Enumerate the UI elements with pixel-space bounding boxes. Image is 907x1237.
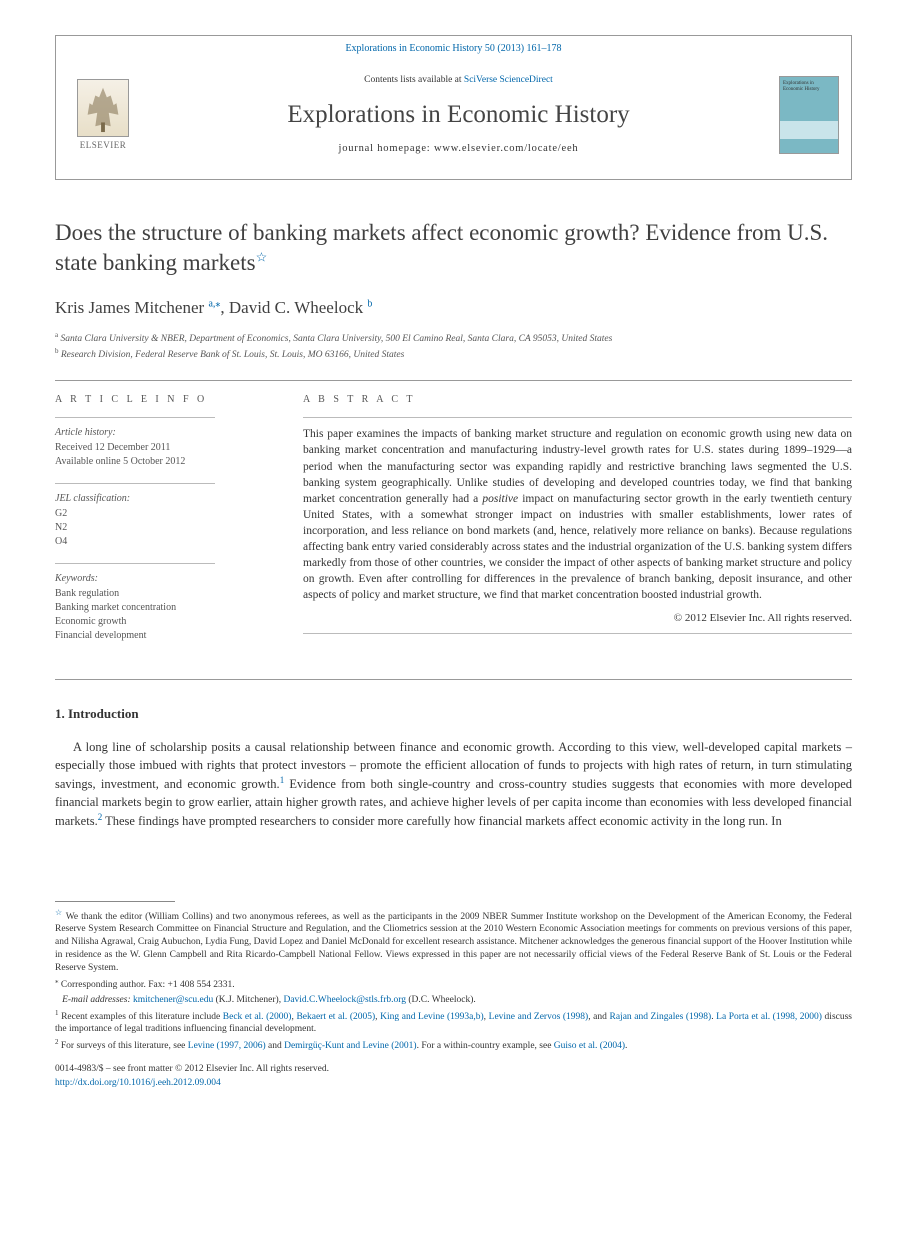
info-rule-2 <box>55 483 215 484</box>
affiliation-b: b Research Division, Federal Reserve Ban… <box>55 346 852 362</box>
affiliation-b-text: Research Division, Federal Reserve Bank … <box>61 350 404 360</box>
received-date: Received 12 December 2011 <box>55 441 275 455</box>
fn2-post: . <box>625 1041 627 1051</box>
footnote-corresponding: ⁎ Corresponding author. Fax: +1 408 554 … <box>55 977 852 992</box>
title-footnote-star[interactable]: ☆ <box>256 249 268 264</box>
footnote-1: 1 Recent examples of this literature inc… <box>55 1009 852 1037</box>
jel-label: JEL classification: <box>55 492 275 506</box>
footnote-star: ☆ We thank the editor (William Collins) … <box>55 908 852 975</box>
intro-text-3: These findings have prompted researchers… <box>102 814 782 828</box>
fn1-ref-2[interactable]: Bekaert et al. (2005) <box>296 1012 375 1022</box>
keywords-label: Keywords: <box>55 572 275 586</box>
fn1-ref-4[interactable]: Levine and Zervos (1998) <box>489 1012 589 1022</box>
contents-prefix: Contents lists available at <box>364 75 464 85</box>
star-marker: ☆ <box>55 908 63 917</box>
author-2-name[interactable]: David C. Wheelock <box>229 298 367 317</box>
fn2-ref-3[interactable]: Guiso et al. (2004) <box>554 1041 625 1051</box>
keyword-1: Bank regulation <box>55 587 275 601</box>
corr-text: Corresponding author. Fax: +1 408 554 23… <box>59 980 235 990</box>
fn1-sep-4: , and <box>588 1012 609 1022</box>
history-label: Article history: <box>55 426 275 440</box>
affiliation-a: a Santa Clara University & NBER, Departm… <box>55 330 852 346</box>
footnote-emails: E-mail addresses: kmitchener@scu.edu (K.… <box>55 994 852 1007</box>
footnote-2: 2 For surveys of this literature, see Le… <box>55 1038 852 1053</box>
elsevier-logo[interactable]: ELSEVIER <box>68 79 138 152</box>
fn2-sep-1: and <box>266 1041 284 1051</box>
elsevier-tree-icon <box>77 79 129 137</box>
journal-header-box: Explorations in Economic History 50 (201… <box>55 35 852 180</box>
abstract-copyright: © 2012 Elsevier Inc. All rights reserved… <box>303 611 852 626</box>
fn1-ref-1[interactable]: Beck et al. (2000) <box>223 1012 292 1022</box>
online-date: Available online 5 October 2012 <box>55 455 275 469</box>
info-abstract-row: A R T I C L E I N F O Article history: R… <box>55 393 852 657</box>
divider-rule <box>55 380 852 381</box>
divider-rule-2 <box>55 679 852 680</box>
article-info-column: A R T I C L E I N F O Article history: R… <box>55 393 275 657</box>
cover-title: Explorations in Economic History <box>783 81 835 92</box>
fn1-ref-6[interactable]: La Porta et al. (1998, 2000) <box>716 1012 822 1022</box>
email-2-name: (D.C. Wheelock). <box>406 995 476 1005</box>
sciencedirect-link[interactable]: SciVerse ScienceDirect <box>464 75 553 85</box>
author-1-name[interactable]: Kris James Mitchener <box>55 298 208 317</box>
header-inner: ELSEVIER Contents lists available at Sci… <box>56 60 851 170</box>
fn1-pre: Recent examples of this literature inclu… <box>59 1012 223 1022</box>
keyword-3: Economic growth <box>55 615 275 629</box>
front-matter-line: 0014-4983/$ – see front matter © 2012 El… <box>55 1063 852 1076</box>
citation-line: Explorations in Economic History 50 (201… <box>56 36 851 60</box>
keywords-block: Keywords: Bank regulation Banking market… <box>55 572 275 643</box>
keyword-2: Banking market concentration <box>55 601 275 615</box>
affiliation-a-text: Santa Clara University & NBER, Departmen… <box>60 334 612 344</box>
journal-name: Explorations in Economic History <box>148 97 769 132</box>
keyword-4: Financial development <box>55 629 275 643</box>
intro-paragraph: A long line of scholarship posits a caus… <box>55 738 852 831</box>
email-1-name: (K.J. Mitchener), <box>213 995 283 1005</box>
email-1-link[interactable]: kmitchener@scu.edu <box>133 995 213 1005</box>
homepage-prefix: journal homepage: <box>338 143 433 154</box>
elsevier-label: ELSEVIER <box>68 139 138 152</box>
abstract-part-2: impact on manufacturing sector growth in… <box>303 493 852 602</box>
info-rule-1 <box>55 417 215 418</box>
authors-line: Kris James Mitchener a,⁎, David C. Wheel… <box>55 296 852 320</box>
cover-band <box>780 121 838 139</box>
fn2-sep-2: . For a within-country example, see <box>417 1041 554 1051</box>
jel-code-1: G2 <box>55 507 275 521</box>
fn1-ref-5[interactable]: Rajan and Zingales (1998) <box>610 1012 712 1022</box>
abstract-rule-bottom <box>303 633 852 634</box>
fn2-ref-2[interactable]: Demirgüç-Kunt and Levine (2001) <box>284 1041 417 1051</box>
header-center: Contents lists available at SciVerse Sci… <box>138 74 779 157</box>
bottom-info: 0014-4983/$ – see front matter © 2012 El… <box>55 1063 852 1090</box>
homepage-url[interactable]: www.elsevier.com/locate/eeh <box>434 143 579 154</box>
title-text: Does the structure of banking markets af… <box>55 220 828 275</box>
article-title: Does the structure of banking markets af… <box>55 218 852 278</box>
citation-text[interactable]: Explorations in Economic History 50 (201… <box>345 43 561 54</box>
homepage-line: journal homepage: www.elsevier.com/locat… <box>148 142 769 157</box>
abstract-emphasis: positive <box>482 493 518 505</box>
doi-link[interactable]: http://dx.doi.org/10.1016/j.eeh.2012.09.… <box>55 1078 221 1088</box>
info-rule-3 <box>55 563 215 564</box>
abstract-heading: A B S T R A C T <box>303 393 852 407</box>
footnotes-rule <box>55 901 175 902</box>
section-1-heading: 1. Introduction <box>55 705 852 723</box>
jel-block: JEL classification: G2 N2 O4 <box>55 492 275 549</box>
abstract-rule <box>303 417 852 418</box>
author-separator: , <box>220 298 229 317</box>
article-info-heading: A R T I C L E I N F O <box>55 393 275 407</box>
abstract-text: This paper examines the impacts of banki… <box>303 426 852 603</box>
abstract-column: A B S T R A C T This paper examines the … <box>303 393 852 657</box>
contents-line: Contents lists available at SciVerse Sci… <box>148 74 769 87</box>
jel-code-3: O4 <box>55 535 275 549</box>
author-2-affiliation-marker[interactable]: b <box>367 298 372 309</box>
affiliations-block: a Santa Clara University & NBER, Departm… <box>55 330 852 363</box>
fn1-ref-3[interactable]: King and Levine (1993a,b) <box>380 1012 484 1022</box>
jel-code-2: N2 <box>55 521 275 535</box>
fn2-pre: For surveys of this literature, see <box>59 1041 188 1051</box>
fn2-ref-1[interactable]: Levine (1997, 2006) <box>188 1041 266 1051</box>
footnote-star-text: We thank the editor (William Collins) an… <box>55 912 852 973</box>
article-history-block: Article history: Received 12 December 20… <box>55 426 275 469</box>
journal-cover-thumbnail[interactable]: Explorations in Economic History <box>779 76 839 154</box>
email-label: E-mail addresses: <box>62 995 131 1005</box>
email-2-link[interactable]: David.C.Wheelock@stls.frb.org <box>283 995 406 1005</box>
